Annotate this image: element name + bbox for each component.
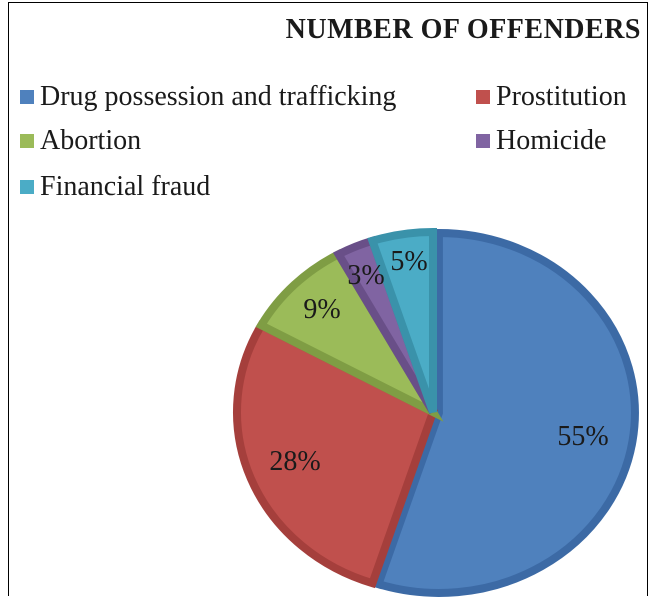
- legend-item-homicide: Homicide: [476, 125, 606, 157]
- data-label-abortion: 9%: [303, 294, 340, 325]
- chart-frame: [8, 2, 648, 596]
- data-label-drug: 55%: [557, 421, 608, 452]
- legend-swatch-abortion: [20, 134, 34, 148]
- legend-label-prostitution: Prostitution: [496, 81, 627, 112]
- legend-label-drug: Drug possession and trafficking: [40, 81, 397, 112]
- pie-slice-drug: [373, 228, 639, 597]
- pie-slice-financial-fraud: [367, 227, 437, 414]
- legend-label-abortion: Abortion: [40, 125, 142, 156]
- legend-label-homicide: Homicide: [496, 125, 607, 156]
- data-label-prostitution: 28%: [269, 446, 320, 477]
- legend-label-financial-fraud: Financial fraud: [40, 171, 211, 202]
- data-label-financial-fraud: 5%: [390, 246, 427, 277]
- legend-swatch-financial-fraud: [20, 180, 34, 194]
- legend-swatch-homicide: [476, 134, 490, 148]
- legend-swatch-drug: [20, 90, 34, 104]
- legend-swatch-prostitution: [476, 90, 490, 104]
- legend-item-abortion: Abortion: [20, 125, 141, 157]
- legend-item-financial-fraud: Financial fraud: [20, 171, 210, 203]
- data-label-homicide: 3%: [347, 260, 384, 291]
- legend-item-drug: Drug possession and trafficking: [20, 81, 396, 113]
- chart-title: NUMBER OF OFFENDERS: [285, 14, 641, 45]
- legend-item-prostitution: Prostitution: [476, 81, 627, 113]
